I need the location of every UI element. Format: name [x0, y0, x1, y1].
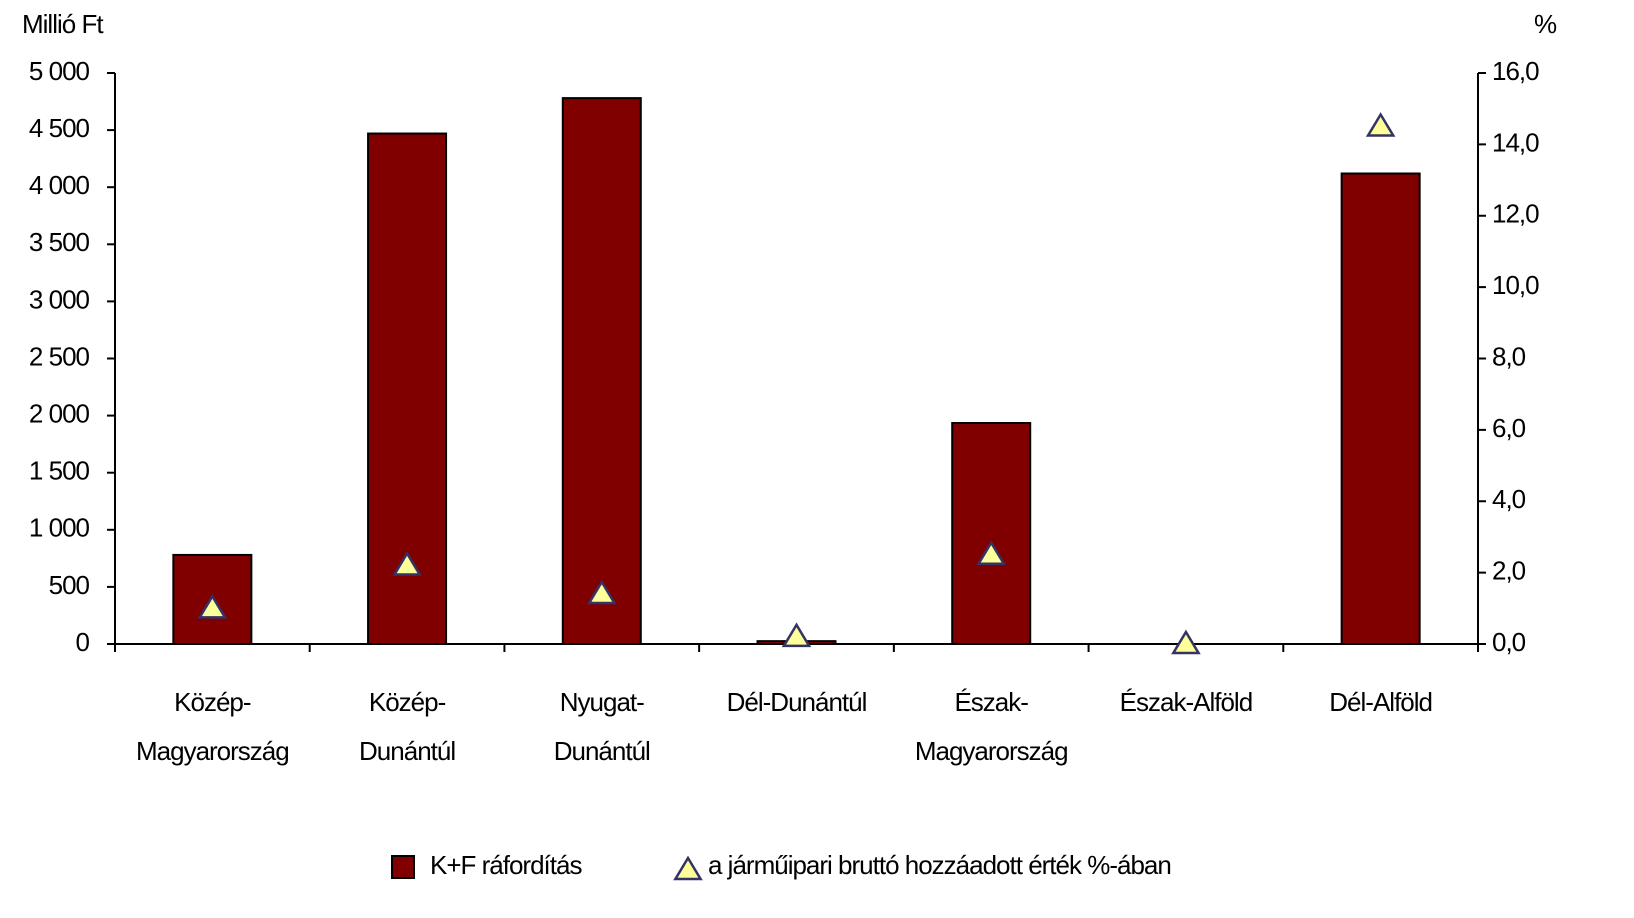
y-tick-label: 3 000 — [29, 284, 90, 314]
y-tick-label: 2 500 — [29, 341, 90, 371]
bar — [951, 422, 1032, 646]
marker — [586, 579, 617, 605]
y-tick-label: 5 000 — [29, 56, 90, 86]
bar — [561, 97, 642, 645]
y2-tick-label: 2,0 — [1492, 556, 1526, 586]
y-tick-label: 2 000 — [29, 398, 90, 428]
marker — [392, 551, 422, 576]
y2-tick-label: 4,0 — [1492, 484, 1526, 514]
y2-tick-label: 14,0 — [1492, 127, 1539, 157]
x-tick-label: Közép- — [174, 687, 251, 717]
y2-tick-label: 6,0 — [1492, 413, 1526, 443]
y-tick-label: 4 500 — [29, 113, 90, 143]
marker — [197, 593, 228, 619]
y-tick-label: 1 500 — [29, 456, 90, 486]
x-tick-label: Közép- — [369, 687, 446, 717]
legend-swatch — [673, 855, 703, 881]
marker — [1171, 629, 1201, 655]
y-tick-label: 4 000 — [29, 170, 90, 200]
legend-label: a járműipari bruttó hozzáadott érték %-á… — [708, 850, 1171, 880]
y2-tick-label: 12,0 — [1492, 199, 1539, 229]
x-tick-label: Dunántúl — [359, 736, 455, 766]
x-tick-label: Dél-Dunántúl — [727, 687, 867, 717]
legend-label: K+F ráfordítás — [430, 850, 582, 880]
y-tick-label: 1 000 — [29, 513, 90, 543]
x-tick-label: Magyarország — [915, 736, 1068, 766]
marker — [781, 622, 812, 648]
x-tick-label: Nyugat- — [560, 687, 644, 717]
x-tick-label: Magyarország — [136, 736, 289, 766]
x-tick-label: Dunántúl — [554, 736, 650, 766]
x-tick-label: Észak- — [954, 687, 1028, 717]
y-tick-label: 0 — [76, 627, 90, 657]
y-tick-label: 3 500 — [29, 227, 90, 257]
y-axis-title: Millió Ft — [22, 9, 104, 39]
y2-tick-label: 10,0 — [1492, 270, 1539, 300]
x-tick-label: Észak-Alföld — [1120, 687, 1253, 717]
y2-tick-label: 8,0 — [1492, 341, 1526, 371]
y2-tick-label: 16,0 — [1492, 56, 1539, 86]
bar — [1340, 172, 1421, 645]
marker — [1365, 112, 1396, 137]
legend-swatch — [391, 855, 415, 879]
y-tick-label: 500 — [49, 570, 90, 600]
x-tick-label: Dél-Alföld — [1329, 687, 1432, 717]
y2-axis-title: % — [1534, 9, 1557, 39]
marker — [976, 540, 1007, 566]
y2-tick-label: 0,0 — [1492, 627, 1526, 657]
